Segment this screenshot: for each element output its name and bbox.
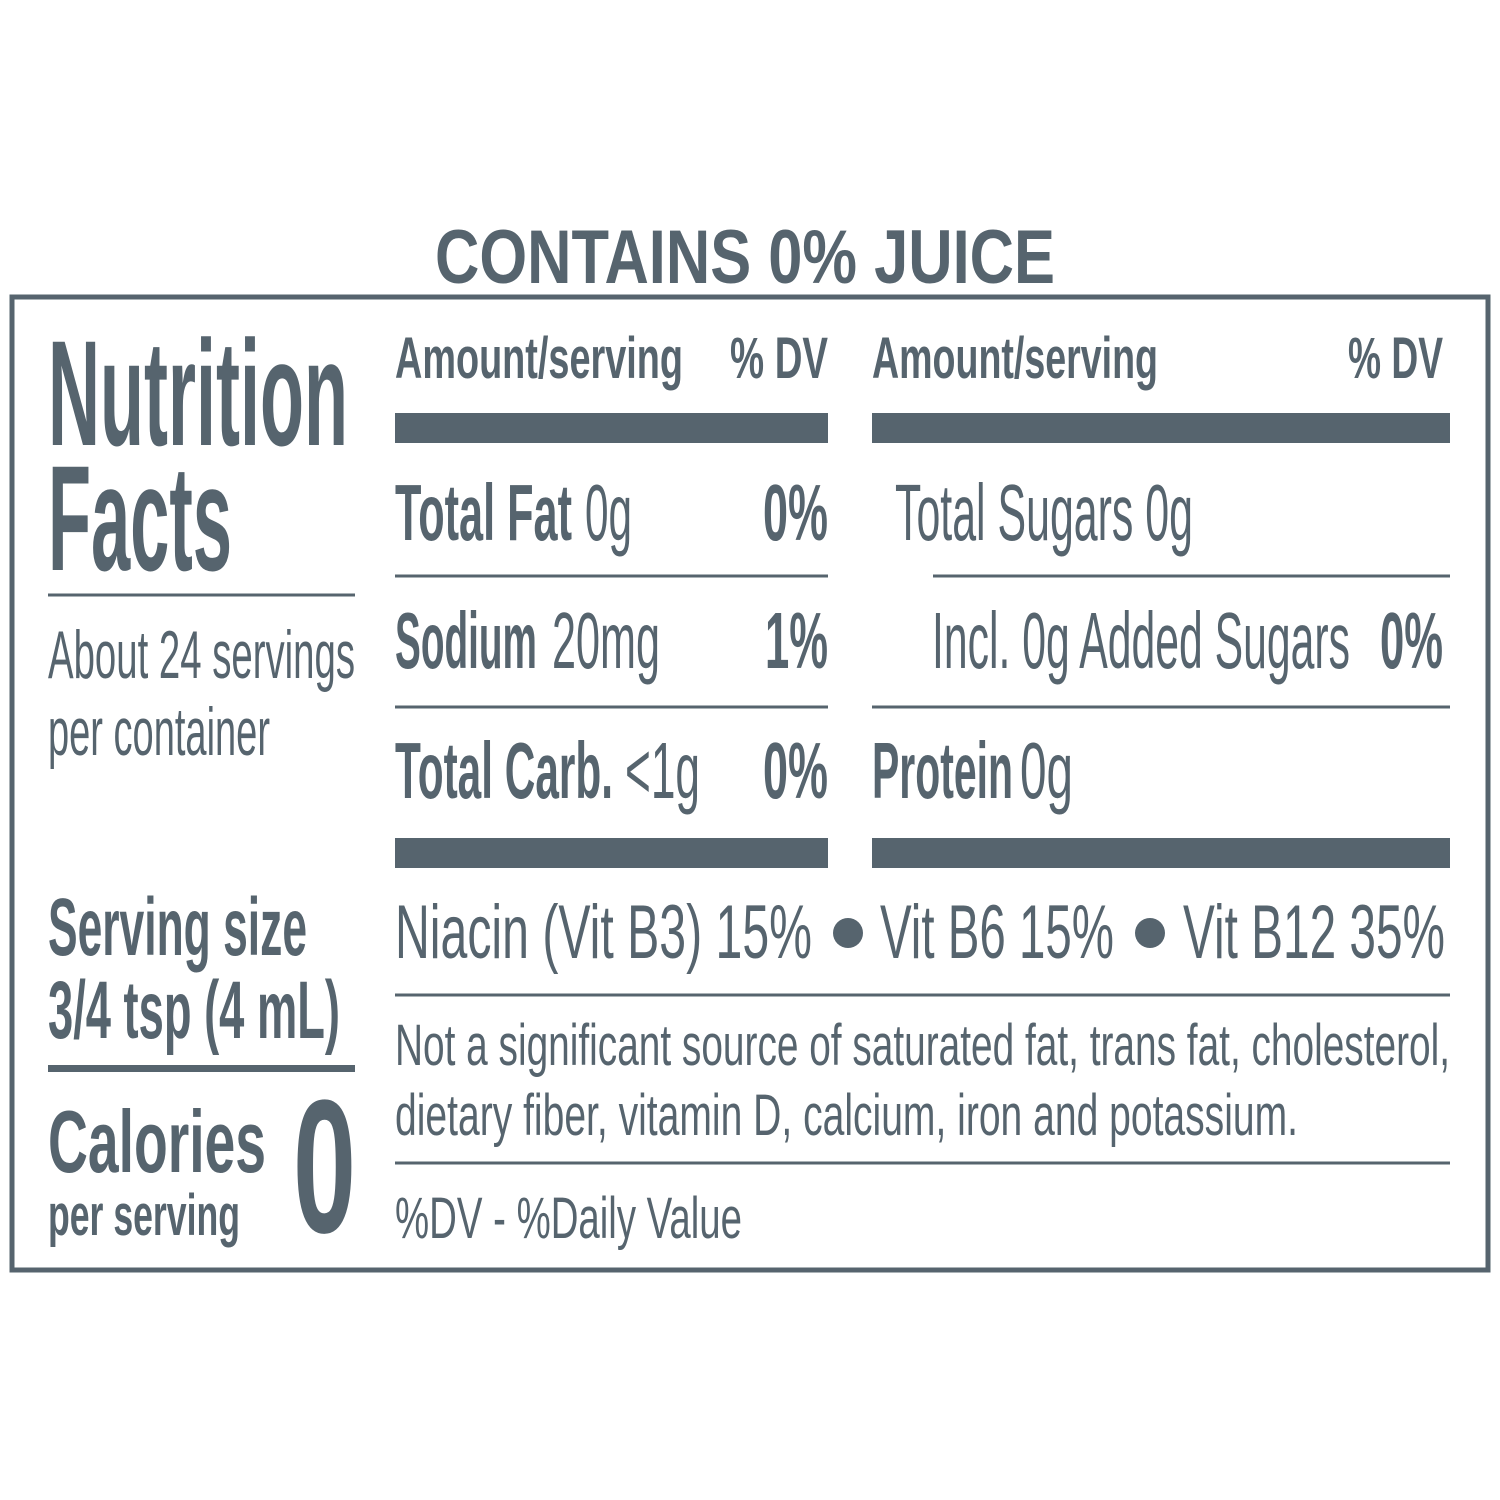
column-header: Amount/serving xyxy=(872,326,1158,391)
nutrient-text: Total Sugars 0g xyxy=(895,468,1193,557)
thick-bar xyxy=(872,413,1450,443)
calories-value: 0 xyxy=(293,1061,356,1273)
title-line: Nutrition xyxy=(48,309,348,477)
vitamin: Niacin (Vit B3) 15% xyxy=(395,890,812,975)
nutrient-name: Total Carb. xyxy=(395,726,613,815)
footnote-line: Not a significant source of saturated fa… xyxy=(395,1013,1450,1078)
servings-text: per container xyxy=(48,694,270,770)
column-header: % DV xyxy=(730,326,828,391)
nutrient-dv: 1% xyxy=(765,596,828,685)
column-header: % DV xyxy=(1348,326,1443,391)
nutrient-text: Incl. 0g Added Sugars xyxy=(932,596,1350,685)
bullet xyxy=(833,918,863,948)
nutrient-name: Sodium xyxy=(395,596,537,685)
label-border xyxy=(9,294,1491,1273)
nutrient-dv: 0% xyxy=(763,726,828,815)
nutrient-amount: 0g xyxy=(585,468,632,557)
nutrient-dv: 0% xyxy=(1380,596,1443,685)
column-header: Amount/serving xyxy=(395,326,683,391)
nutrient-name: Total Fat xyxy=(395,468,572,557)
serving-size-value: 3/4 tsp (4 mL) xyxy=(48,965,340,1056)
vitamin: Vit B6 15% xyxy=(880,890,1114,975)
nutrient-amount: <1g xyxy=(625,726,700,815)
footnote-line: dietary fiber, vitamin D, calcium, iron … xyxy=(395,1083,1298,1148)
thick-bar xyxy=(395,838,828,868)
divider xyxy=(48,1065,355,1072)
thick-bar xyxy=(872,838,1450,868)
nutrient-name: Protein xyxy=(872,726,1013,815)
calories-label: Calories xyxy=(48,1092,266,1191)
title-line: Facts xyxy=(48,434,232,602)
thick-bar xyxy=(395,413,828,443)
nutrient-amount: 20mg xyxy=(552,596,660,685)
juice-title: CONTAINS 0% JUICE xyxy=(435,215,1055,300)
servings-text: About 24 servings xyxy=(48,617,355,693)
dv-note: %DV - %Daily Value xyxy=(395,1186,742,1251)
vitamin: Vit B12 35% xyxy=(1183,890,1445,975)
nutrient-amount: 0g xyxy=(1020,726,1073,815)
serving-size-label: Serving size xyxy=(48,882,307,973)
bullet xyxy=(1135,918,1165,948)
nutrient-dv: 0% xyxy=(763,468,828,557)
calories-sub: per serving xyxy=(48,1183,240,1248)
